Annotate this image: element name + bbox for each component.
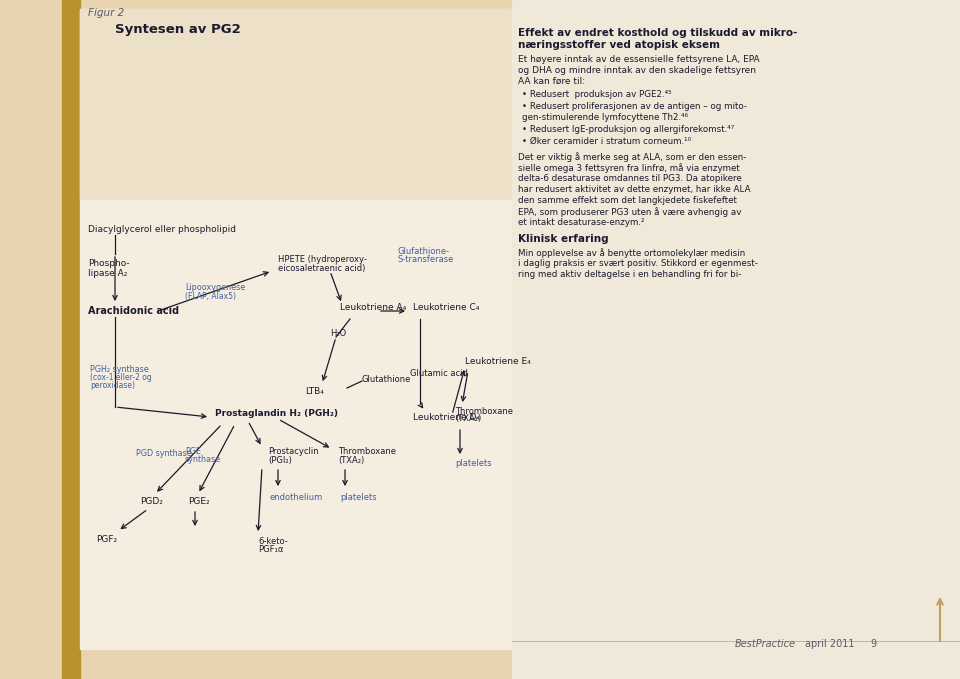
Text: peroxidase): peroxidase) (90, 380, 135, 390)
Bar (80, 9, 512, 199)
Text: (TXA₂): (TXA₂) (338, 456, 364, 464)
Text: LTB₄: LTB₄ (305, 386, 324, 395)
Text: PGD₂: PGD₂ (140, 496, 163, 505)
Text: Et høyere inntak av de essensielle fettsyrene LA, EPA: Et høyere inntak av de essensielle fetts… (518, 55, 759, 64)
Text: (FLAP, Alax5): (FLAP, Alax5) (185, 291, 236, 301)
Text: har redusert aktivitet av dette enzymet, har ikke ALA: har redusert aktivitet av dette enzymet,… (518, 185, 751, 194)
Text: Leukotriene C₄: Leukotriene C₄ (413, 303, 479, 312)
Text: (PGI₂): (PGI₂) (268, 456, 292, 464)
Text: PGE: PGE (185, 447, 201, 456)
Text: Det er viktig å merke seg at ALA, som er den essen-: Det er viktig å merke seg at ALA, som er… (518, 152, 746, 162)
Text: BestPractice: BestPractice (735, 639, 796, 649)
Text: Lipooxygenese: Lipooxygenese (185, 282, 245, 291)
Text: • Redusert proliferasjonen av de antigen – og mito-: • Redusert proliferasjonen av de antigen… (522, 102, 747, 111)
Text: Prostacyclin: Prostacyclin (268, 447, 319, 456)
Text: PGD synthase: PGD synthase (136, 449, 192, 458)
Text: sielle omega 3 fettsyren fra linfrø, må via enzymet: sielle omega 3 fettsyren fra linfrø, må … (518, 163, 740, 173)
Text: • Redusert IgE-produksjon og allergiforekomst.⁴⁷: • Redusert IgE-produksjon og allergifore… (522, 125, 734, 134)
Text: endothelium: endothelium (270, 492, 324, 502)
Text: PGE₂: PGE₂ (188, 496, 209, 505)
Text: Leukotriene A₄: Leukotriene A₄ (340, 303, 406, 312)
Text: platelets: platelets (455, 460, 492, 469)
Text: næringsstoffer ved atopisk eksem: næringsstoffer ved atopisk eksem (518, 40, 720, 50)
Text: Thromboxane: Thromboxane (455, 407, 513, 416)
Text: Effekt av endret kosthold og tilskudd av mikro-: Effekt av endret kosthold og tilskudd av… (518, 28, 798, 38)
Text: Diacylglycerol eller phospholipid: Diacylglycerol eller phospholipid (88, 225, 236, 234)
Text: 6-keto-: 6-keto- (258, 536, 288, 545)
Text: PGH₂ synthase: PGH₂ synthase (90, 365, 149, 373)
Text: • Redusert  produksjon av PGE2.⁴⁵: • Redusert produksjon av PGE2.⁴⁵ (522, 90, 672, 99)
Text: (cox-1 eller-2 og: (cox-1 eller-2 og (90, 373, 152, 382)
Text: april 2011: april 2011 (805, 639, 854, 649)
Text: Klinisk erfaring: Klinisk erfaring (518, 234, 609, 244)
Text: platelets: platelets (340, 492, 376, 502)
Text: Thromboxane: Thromboxane (338, 447, 396, 456)
Text: gen-stimulerende lymfocyttene Th2.⁴⁶: gen-stimulerende lymfocyttene Th2.⁴⁶ (522, 113, 688, 122)
Text: (TXA₂): (TXA₂) (455, 414, 481, 424)
Text: delta-6 desaturase omdannes til PG3. Da atopikere: delta-6 desaturase omdannes til PG3. Da … (518, 174, 742, 183)
Text: PGF₁α: PGF₁α (258, 545, 283, 555)
Text: i daglig praksis er svært positiv. Stikkord er egenmest-: i daglig praksis er svært positiv. Stikk… (518, 259, 757, 268)
Bar (80, 9, 512, 649)
Text: EPA, som produserer PG3 uten å være avhengig av: EPA, som produserer PG3 uten å være avhe… (518, 207, 741, 217)
Text: lipase A₂: lipase A₂ (88, 268, 128, 278)
Text: Leukotriene E₄: Leukotriene E₄ (465, 356, 531, 365)
Text: S-transferase: S-transferase (398, 255, 454, 265)
Text: Phospho-: Phospho- (88, 259, 130, 268)
Text: AA kan føre til:: AA kan føre til: (518, 77, 586, 86)
Text: Figur 2: Figur 2 (88, 8, 124, 18)
Bar (62, 0, 80, 679)
Text: HPETE (hydroperoxy-: HPETE (hydroperoxy- (278, 255, 367, 263)
Text: Glutamic acid: Glutamic acid (410, 369, 468, 378)
Text: • Øker ceramider i stratum corneum.¹⁰: • Øker ceramider i stratum corneum.¹⁰ (522, 137, 691, 146)
Text: H₂O: H₂O (330, 329, 347, 339)
Text: Prostaglandin H₂ (PGH₂): Prostaglandin H₂ (PGH₂) (215, 409, 338, 418)
Text: Arachidonic acid: Arachidonic acid (88, 306, 180, 316)
Text: Leukotriene D₄: Leukotriene D₄ (413, 413, 480, 422)
Text: Glufathione-: Glufathione- (398, 246, 450, 255)
Text: den samme effekt som det langkjedete fiskefeftet: den samme effekt som det langkjedete fis… (518, 196, 737, 205)
Text: et intakt desaturase-enzym.²: et intakt desaturase-enzym.² (518, 218, 644, 227)
Text: Min opplevelse av å benytte ortomolekylær medisin: Min opplevelse av å benytte ortomolekylæ… (518, 248, 745, 258)
Text: Syntesen av PG2: Syntesen av PG2 (115, 22, 241, 35)
Text: og DHA og mindre inntak av den skadelige fettsyren: og DHA og mindre inntak av den skadelige… (518, 66, 756, 75)
Bar (512, 0, 960, 679)
Text: PGF₂: PGF₂ (96, 534, 117, 543)
Text: Glutathione: Glutathione (362, 375, 412, 384)
Text: 9: 9 (870, 639, 876, 649)
Text: synthase: synthase (185, 454, 221, 464)
Text: ring med aktiv deltagelse i en behandling fri for bi-: ring med aktiv deltagelse i en behandlin… (518, 270, 741, 279)
Text: eicosaletraenic acid): eicosaletraenic acid) (278, 265, 366, 274)
